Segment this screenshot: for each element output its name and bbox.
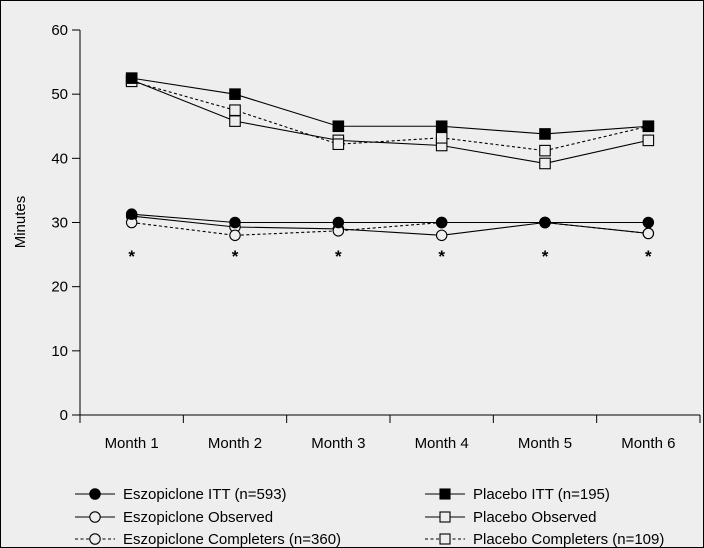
series-line-1 (131, 213, 649, 224)
series-5-point-5 (539, 157, 551, 170)
significance-marker-1: * (128, 247, 135, 266)
y-tick-label-60: 60 (51, 22, 68, 39)
series-1-point-2 (229, 216, 241, 229)
series-1-point-1 (125, 208, 138, 220)
series-1-point-4 (435, 216, 448, 229)
legend-marker-2 (89, 511, 101, 523)
series-line-5 (131, 79, 649, 165)
legend-label-5: Placebo Observed (473, 509, 596, 526)
series-4-point-5 (539, 128, 551, 140)
legend-label-2: Eszopiclone Observed (123, 509, 273, 526)
series-6-point-2 (229, 104, 241, 117)
significance-marker-4: * (438, 247, 445, 266)
series-5-point-2 (229, 115, 241, 127)
legend-label-4: Placebo ITT (n=195) (473, 486, 610, 503)
series-1-point-3 (332, 216, 345, 229)
series-6-point-4 (435, 132, 448, 144)
x-tick-label-1: Month 1 (105, 435, 159, 452)
legend-marker-4 (439, 488, 451, 500)
legend-label-1: Eszopiclone ITT (n=593) (123, 486, 287, 503)
series-4-point-2 (229, 88, 241, 100)
legend-label-6: Placebo Completers (n=109) (473, 531, 664, 548)
series-5-point-6 (642, 134, 655, 147)
significance-marker-2: * (232, 247, 239, 266)
significance-marker-6: * (645, 247, 652, 266)
legend-marker-1 (89, 488, 101, 500)
legend-label-3: Eszopiclone Completers (n=360) (123, 531, 341, 548)
series-4-point-3 (332, 120, 345, 133)
y-axis-label: Minutes (12, 196, 29, 249)
series-4-point-6 (642, 120, 655, 133)
x-tick-label-2: Month 2 (208, 435, 262, 452)
significance-marker-5: * (542, 247, 549, 266)
series-1-point-6 (642, 216, 655, 229)
x-tick-label-5: Month 5 (518, 435, 572, 452)
series-line-4 (131, 77, 649, 135)
series-6-point-5 (539, 144, 551, 157)
y-tick-label-50: 50 (51, 86, 68, 103)
y-tick-label-30: 30 (51, 215, 68, 232)
y-tick-label-0: 0 (60, 407, 68, 424)
y-tick-label-20: 20 (51, 279, 68, 296)
y-tick-label-10: 10 (51, 343, 68, 360)
series-3-point-2 (229, 229, 241, 242)
series-4-point-1 (125, 72, 138, 84)
legend-marker-3 (89, 533, 101, 545)
series-1-point-5 (539, 216, 551, 229)
series-line-3 (131, 221, 649, 236)
series-3-point-6 (642, 227, 655, 240)
x-tick-label-3: Month 3 (311, 435, 365, 452)
significance-marker-3: * (335, 247, 342, 266)
legend-marker-6 (439, 533, 451, 545)
series-6-point-3 (332, 138, 345, 151)
y-tick-label-40: 40 (51, 150, 68, 167)
x-tick-label-4: Month 4 (415, 435, 469, 452)
legend-marker-5 (439, 511, 451, 523)
series-4-point-4 (435, 120, 448, 133)
series-2-point-4 (435, 229, 448, 242)
x-tick-label-6: Month 6 (621, 435, 675, 452)
series-line-6 (131, 80, 649, 152)
